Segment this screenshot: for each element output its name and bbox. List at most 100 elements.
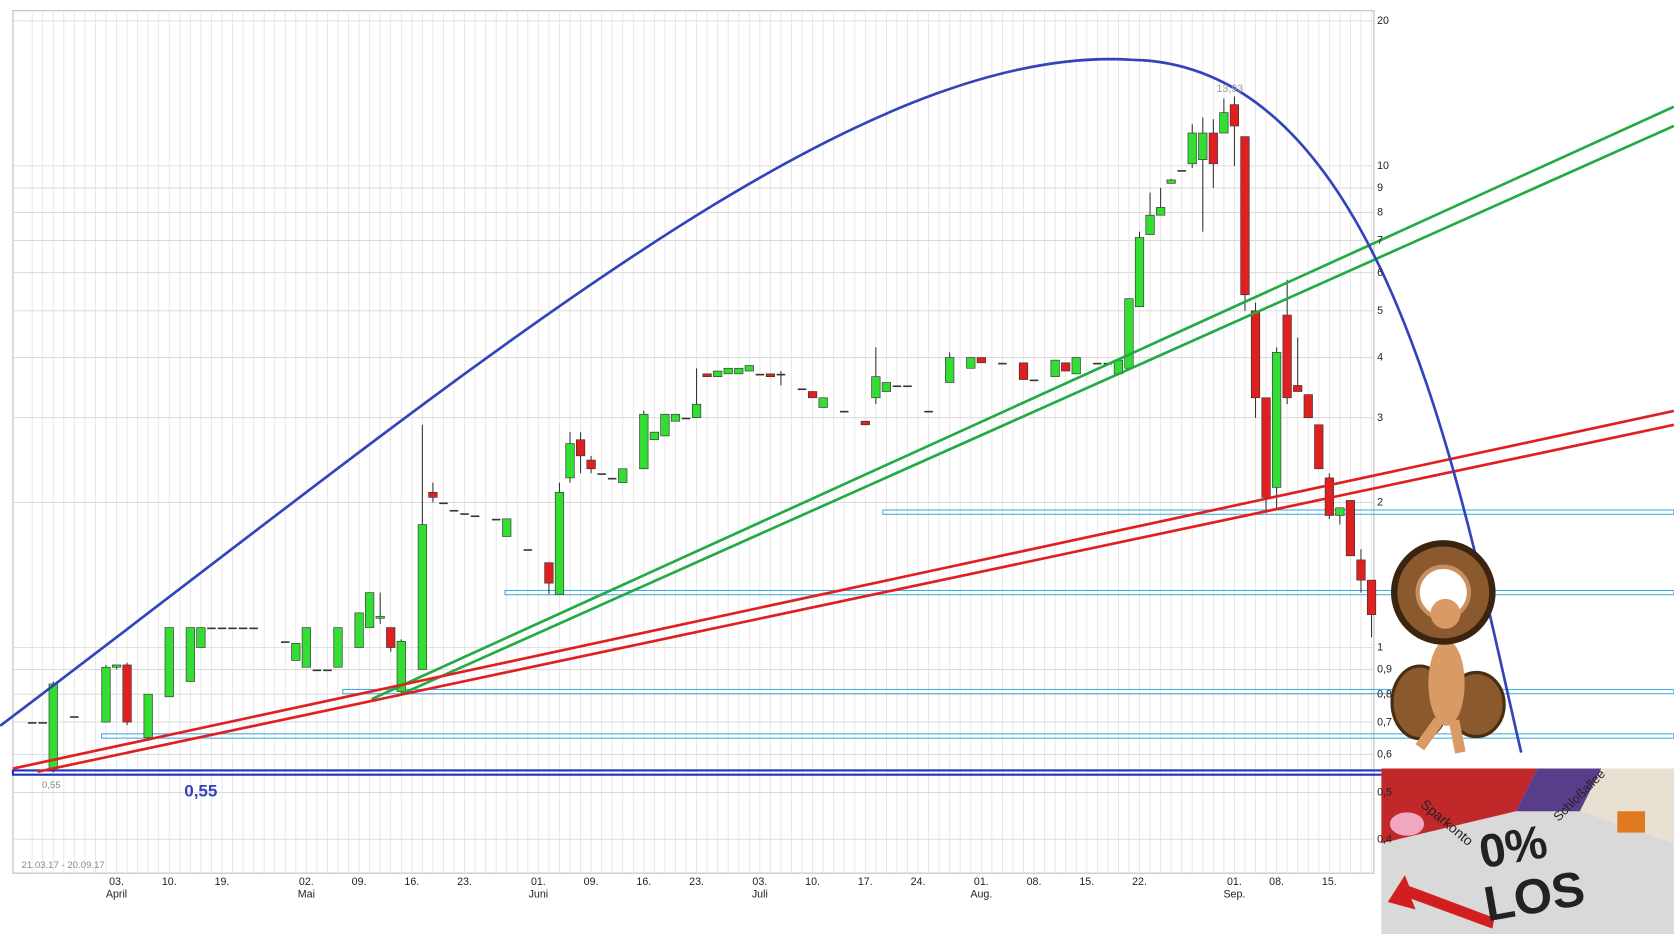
candle-body	[354, 612, 364, 648]
y-tick-label: 2	[1377, 497, 1383, 509]
candle-body	[649, 431, 659, 441]
figure-head	[1430, 598, 1461, 629]
candle-body	[1071, 357, 1081, 375]
candle-body	[1156, 207, 1166, 216]
candle-body	[164, 627, 174, 698]
x-tick-label: 24.	[911, 876, 926, 888]
candle-body	[976, 357, 986, 364]
candle-body	[544, 562, 554, 584]
y-tick-label: 0,8	[1377, 688, 1392, 700]
trend-line	[396, 124, 1674, 698]
y-tick-label: 10	[1377, 160, 1389, 172]
candle-body	[776, 373, 786, 376]
candle-body	[797, 388, 807, 391]
candle-body	[428, 491, 438, 498]
high-label: 13,93	[1216, 83, 1243, 95]
candle-body	[607, 477, 617, 480]
candle-body	[185, 627, 195, 682]
candle-body	[765, 373, 775, 378]
candle-body	[333, 627, 343, 668]
candle-body	[807, 391, 818, 399]
candle-body	[1198, 132, 1208, 161]
x-tick-label: 23.	[689, 876, 704, 888]
candle-body	[143, 693, 153, 738]
y-tick-label: 20	[1377, 15, 1389, 27]
candle-body	[597, 473, 606, 475]
candle-body	[249, 627, 258, 630]
candle-body	[1293, 385, 1303, 392]
x-month-label: Mai	[298, 889, 315, 901]
candle-body	[207, 627, 216, 630]
candle-body	[396, 640, 406, 692]
candle-body	[586, 459, 596, 470]
x-tick-label: 17.	[858, 876, 873, 888]
candle-body	[892, 385, 902, 388]
x-month-label: Aug.	[970, 889, 992, 901]
candle-body	[312, 669, 322, 672]
candle-body	[460, 513, 469, 515]
house	[1617, 811, 1646, 833]
candle-body	[1282, 314, 1292, 399]
candle-body	[713, 370, 723, 378]
candle-body	[903, 385, 912, 388]
x-month-label: Juli	[752, 889, 768, 901]
board-field	[1515, 768, 1602, 812]
y-tick-label: 7	[1377, 235, 1383, 247]
x-tick-label: 19.	[215, 876, 230, 888]
candle-body	[196, 627, 206, 648]
candle-body	[1177, 170, 1186, 172]
x-tick-label: 10.	[805, 876, 820, 888]
candle-body	[122, 664, 132, 723]
board-field	[1579, 768, 1674, 844]
candle-body	[670, 413, 681, 422]
y-tick-label: 4	[1377, 352, 1383, 364]
candle-body	[301, 627, 311, 668]
candle-body	[523, 549, 533, 551]
arrow	[1387, 875, 1495, 929]
y-tick-label: 0,9	[1377, 664, 1392, 676]
candle-body	[365, 592, 375, 628]
board-image: 0% LOS Sparkonto Schloßallee	[1381, 766, 1674, 934]
candle-body	[1219, 112, 1229, 134]
candle-body	[860, 420, 870, 426]
candle-body	[291, 643, 301, 661]
y-tick-label: 5	[1377, 305, 1383, 317]
x-tick-label: 01.	[974, 876, 989, 888]
candle-body	[554, 491, 565, 595]
x-month-label: April	[106, 889, 127, 901]
candle-body	[502, 518, 512, 537]
x-tick-label: 09.	[352, 876, 367, 888]
date-range: 21.03.17 - 20.09.17	[21, 860, 104, 871]
candle-body	[1356, 559, 1366, 581]
x-tick-label: 23.	[457, 876, 472, 888]
candle-body	[618, 468, 628, 483]
x-tick-label: 09.	[584, 876, 599, 888]
candle-body	[70, 716, 79, 718]
candle-body	[1050, 359, 1060, 378]
candle-body	[871, 376, 881, 399]
candle-body	[1261, 397, 1271, 498]
candle-body	[691, 403, 702, 419]
candle-body	[1187, 132, 1197, 165]
candle-body	[449, 509, 459, 512]
candle-body	[491, 518, 501, 521]
x-month-label: Sep.	[1223, 889, 1245, 901]
candle-body	[228, 627, 237, 630]
x-tick-label: 02.	[299, 876, 314, 888]
x-month-label: Juni	[529, 889, 549, 901]
trend-lines	[0, 57, 1674, 774]
candle-body	[1145, 214, 1155, 235]
candle-body	[111, 664, 122, 668]
trend-line	[37, 423, 1674, 774]
candle-body	[323, 669, 332, 672]
candle-body	[1229, 104, 1240, 127]
candle-body	[386, 627, 396, 648]
x-tick-label: 03.	[109, 876, 124, 888]
piggy	[1389, 812, 1425, 836]
candle-body	[217, 627, 227, 630]
candle-body	[1303, 394, 1313, 419]
candle-body	[998, 362, 1007, 365]
candle-body	[702, 373, 712, 378]
x-tick-label: 22.	[1132, 876, 1147, 888]
